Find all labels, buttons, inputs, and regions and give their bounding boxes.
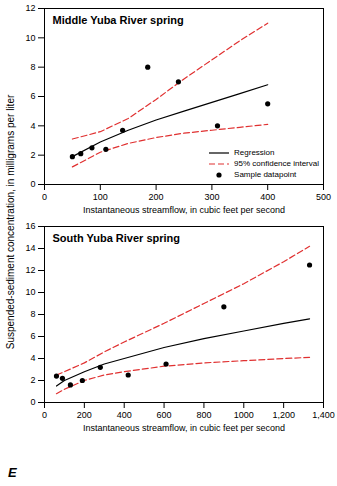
svg-text:Instantaneous streamflow, in c: Instantaneous streamflow, in cubic feet … [83, 423, 285, 433]
svg-text:0: 0 [42, 410, 47, 420]
svg-text:12: 12 [25, 3, 35, 13]
svg-text:2: 2 [30, 375, 35, 385]
svg-text:1000: 1000 [234, 410, 254, 420]
svg-text:6: 6 [30, 91, 35, 101]
svg-text:0: 0 [42, 192, 47, 202]
svg-text:200: 200 [77, 410, 92, 420]
svg-text:4: 4 [30, 121, 35, 131]
svg-text:400: 400 [117, 410, 132, 420]
svg-text:200: 200 [149, 192, 164, 202]
svg-text:8: 8 [30, 309, 35, 319]
svg-text:0: 0 [30, 179, 35, 189]
svg-text:Middle Yuba River spring: Middle Yuba River spring [53, 14, 184, 26]
html-text:E: E [8, 465, 17, 480]
svg-text:South Yuba River spring: South Yuba River spring [53, 232, 181, 244]
svg-text:400: 400 [260, 192, 275, 202]
svg-text:0: 0 [30, 397, 35, 407]
svg-text:4: 4 [30, 353, 35, 363]
html-text:Regression: Regression [234, 148, 275, 157]
svg-text:8: 8 [30, 62, 35, 72]
svg-text:10: 10 [25, 287, 35, 297]
svg-text:800: 800 [196, 410, 211, 420]
svg-text:500: 500 [316, 192, 331, 202]
html-text:Suspended-sediment concentrati: Suspended-sediment concentration, in mil… [4, 94, 16, 350]
svg-text:6: 6 [30, 331, 35, 341]
svg-text:10: 10 [25, 33, 35, 43]
svg-text:100: 100 [93, 192, 108, 202]
svg-text:1,200: 1,200 [272, 410, 295, 420]
svg-text:16: 16 [25, 221, 35, 231]
svg-text:600: 600 [157, 410, 172, 420]
svg-text:300: 300 [204, 192, 219, 202]
svg-text:1,400: 1,400 [312, 410, 335, 420]
svg-text:12: 12 [25, 265, 35, 275]
svg-text:2: 2 [30, 150, 35, 160]
svg-text:14: 14 [25, 243, 35, 253]
html-text:Sample datapoint: Sample datapoint [234, 170, 297, 179]
svg-text:Instantaneous streamflow, in c: Instantaneous streamflow, in cubic feet … [83, 205, 285, 215]
html-text:95% confidence interval: 95% confidence interval [234, 159, 319, 168]
